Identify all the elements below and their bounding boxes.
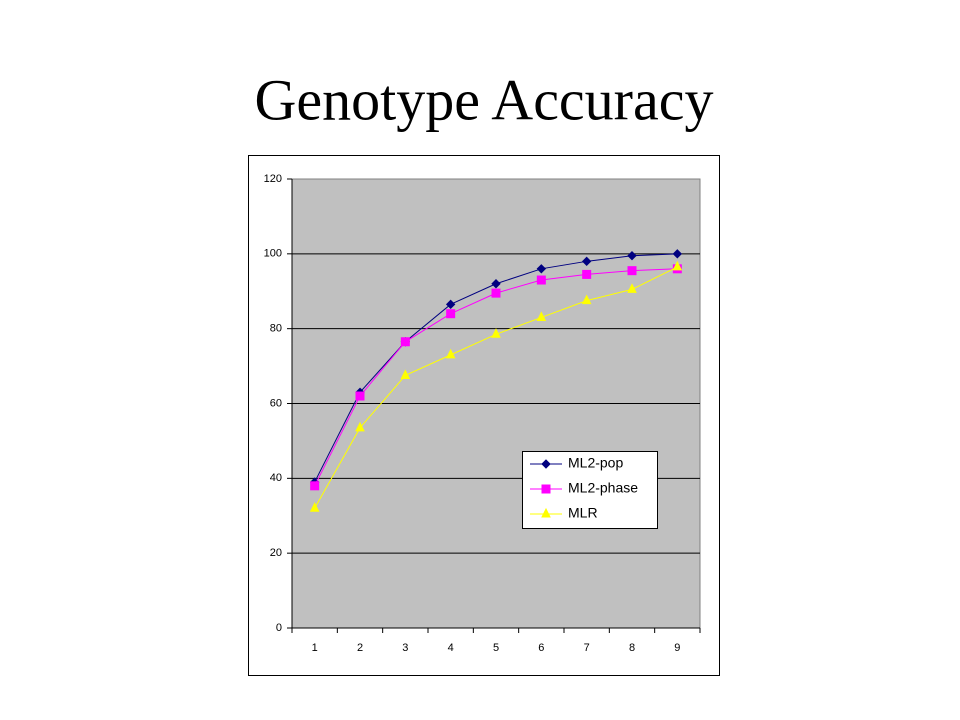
marker <box>355 421 365 432</box>
marker <box>581 256 592 267</box>
marker <box>581 294 592 305</box>
marker <box>445 348 456 359</box>
y-tick-label: 0 <box>276 622 282 634</box>
x-tick-label: 7 <box>584 642 590 654</box>
marker <box>672 249 683 259</box>
marker <box>445 299 456 310</box>
marker <box>446 309 456 319</box>
legend-label: ML2-phase <box>568 480 638 496</box>
legend-marker <box>541 459 551 469</box>
y-tick-label: 40 <box>270 472 282 484</box>
marker <box>400 369 411 379</box>
legend-marker <box>541 484 551 494</box>
marker <box>627 250 637 261</box>
marker <box>627 266 637 276</box>
x-tick-label: 6 <box>538 642 544 654</box>
marker <box>627 283 637 293</box>
marker <box>310 481 320 491</box>
x-tick-label: 5 <box>493 642 499 654</box>
marker <box>536 264 547 274</box>
legend-marker <box>541 507 551 518</box>
x-tick-label: 4 <box>448 642 454 654</box>
marker <box>536 275 546 285</box>
legend-label: ML2-pop <box>568 455 623 471</box>
y-tick-label: 100 <box>264 248 282 260</box>
x-tick-label: 2 <box>357 642 363 654</box>
y-tick-label: 120 <box>264 173 282 185</box>
marker <box>491 288 501 298</box>
marker <box>491 279 501 289</box>
x-tick-label: 9 <box>674 642 680 654</box>
y-tick-label: 60 <box>270 397 282 409</box>
marker <box>491 328 501 338</box>
y-tick-label: 20 <box>270 547 282 559</box>
marker <box>672 260 683 271</box>
y-tick-label: 80 <box>270 323 282 335</box>
x-tick-label: 3 <box>402 642 408 654</box>
marker <box>536 311 547 321</box>
x-tick-label: 1 <box>312 642 318 654</box>
marker <box>355 391 365 401</box>
marker <box>400 337 410 347</box>
legend-label: MLR <box>568 505 598 521</box>
marker <box>582 269 592 279</box>
marker <box>309 502 320 512</box>
x-tick-label: 8 <box>629 642 635 654</box>
slide-title: Genotype Accuracy <box>255 67 714 132</box>
